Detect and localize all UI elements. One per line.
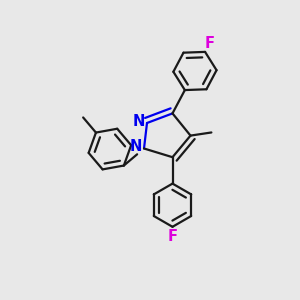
Text: N: N — [129, 139, 142, 154]
Text: F: F — [205, 36, 214, 51]
Text: F: F — [167, 229, 178, 244]
Text: N: N — [132, 114, 145, 129]
